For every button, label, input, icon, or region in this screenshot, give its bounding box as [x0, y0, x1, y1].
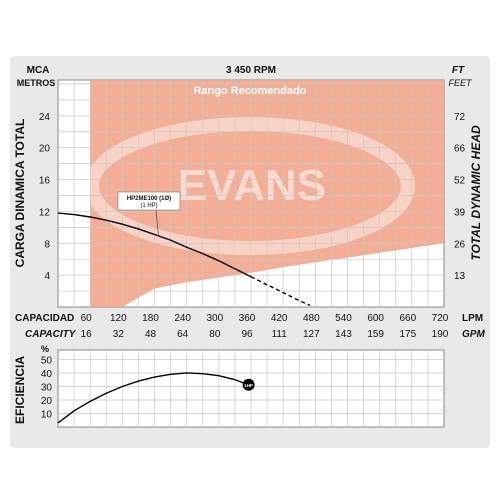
lpm-tick-label: 360	[239, 313, 256, 324]
right-tick-label: 72	[454, 112, 466, 123]
right-tick-label: 52	[454, 176, 466, 187]
lpm-tick-label: 60	[81, 313, 93, 324]
lpm-tick-label: 660	[399, 313, 416, 324]
gpm-tick-label: 127	[303, 329, 320, 340]
lpm-tick-label: 600	[367, 313, 384, 324]
eff-tick-label: 40	[41, 369, 53, 380]
efficiency-end-marker	[242, 378, 255, 391]
chart-title: 3 450 RPM	[226, 65, 276, 76]
lpm-tick-label: 420	[271, 313, 288, 324]
gpm-tick-label: 80	[209, 329, 221, 340]
watermark-text: EVANS	[178, 161, 326, 210]
left-tick-label: 8	[44, 239, 50, 250]
efficiency-end-label: 1HP	[244, 383, 253, 388]
lpm-tick-label: 540	[335, 313, 352, 324]
curve-label-sub: (1 HP)	[140, 203, 157, 209]
right-tick-label: 26	[454, 239, 466, 250]
left-tick-label: 16	[39, 176, 51, 187]
right-tick-label: 66	[454, 144, 466, 155]
curve-label-box	[117, 191, 181, 211]
right-axis-title: TOTAL DYNAMIC HEAD	[469, 125, 483, 261]
lpm-tick-label: 180	[142, 313, 159, 324]
gpm-tick-label: 111	[272, 329, 288, 340]
lpm-unit: LPM	[462, 313, 483, 324]
capacidad-label: CAPACIDAD	[15, 313, 74, 324]
gpm-tick-label: 159	[367, 329, 384, 340]
lpm-tick-label: 480	[303, 313, 320, 324]
left-tick-label: 12	[39, 207, 51, 218]
efficiency-unit: %	[41, 344, 49, 354]
eff-tick-label: 50	[41, 355, 53, 366]
eff-tick-label: 20	[41, 396, 53, 407]
left-tick-label: 20	[39, 144, 51, 155]
gpm-tick-label: 32	[113, 329, 125, 340]
lpm-tick-label: 240	[174, 313, 191, 324]
gpm-tick-label: 48	[145, 329, 157, 340]
lpm-tick-label: 120	[110, 313, 127, 324]
right-unit-bottom: FEET	[448, 78, 473, 88]
efficiency-axis-title: EFICIENCIA	[13, 356, 27, 424]
gpm-tick-label: 96	[241, 329, 253, 340]
left-axis-title: CARGA DINAMICA TOTAL	[13, 119, 27, 268]
lpm-tick-label: 300	[206, 313, 223, 324]
capacity-label: CAPACITY	[25, 329, 77, 340]
gpm-tick-label: 190	[432, 329, 449, 340]
gpm-tick-label: 175	[399, 329, 416, 340]
watermark-ring	[85, 117, 415, 255]
head-curve-extension	[250, 276, 311, 307]
left-unit-bottom: METROS	[17, 78, 56, 88]
right-unit-top: FT	[452, 65, 465, 76]
eff-tick-label: 10	[41, 409, 53, 420]
recommended-range-label: Rango Recomendado	[193, 85, 306, 97]
left-tick-label: 24	[39, 112, 51, 123]
head-curve-hp2me100	[58, 212, 252, 278]
lpm-tick-label: 720	[432, 313, 449, 324]
gpm-unit: GPM	[462, 329, 485, 340]
curve-label-leader	[155, 209, 159, 237]
right-tick-label: 13	[454, 271, 466, 282]
efficiency-curve-1hp	[57, 372, 246, 424]
gpm-tick-label: 16	[81, 329, 93, 340]
gpm-tick-label: 64	[177, 329, 189, 340]
gpm-tick-label: 143	[335, 329, 352, 340]
left-unit-top: MCA	[27, 65, 50, 76]
left-tick-label: 4	[44, 271, 50, 282]
right-tick-label: 39	[454, 207, 466, 218]
eff-tick-label: 30	[41, 382, 53, 393]
curve-label-name: HP2ME100 (1Ø)	[127, 196, 171, 202]
